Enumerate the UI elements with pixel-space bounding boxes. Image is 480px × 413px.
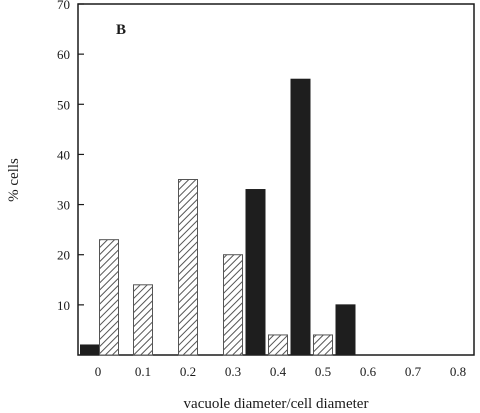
hatched-bar — [178, 179, 198, 356]
x-tick-label: 0.8 — [450, 364, 466, 379]
solid-bar — [335, 304, 356, 356]
y-axis-ticks: 10 20 30 40 50 60 70 — [57, 0, 84, 313]
x-axis-label: vacuole diameter/cell diameter — [184, 396, 369, 412]
y-tick-label: 30 — [57, 198, 70, 213]
y-tick-label: 60 — [57, 47, 70, 62]
x-axis-ticks: 0 0.1 0.2 0.3 0.4 0.5 0.6 0.7 0.8 — [95, 364, 466, 379]
y-tick-label: 40 — [57, 147, 70, 162]
panel-label: B — [116, 22, 126, 38]
y-tick-label: 20 — [57, 248, 70, 263]
x-tick-label: 0.2 — [180, 364, 196, 379]
x-tick-label: 0.3 — [225, 364, 241, 379]
x-tick-label: 0.6 — [360, 364, 377, 379]
x-tick-label: 0.4 — [270, 364, 287, 379]
bar-group — [80, 78, 356, 356]
hatched-bar — [223, 254, 243, 356]
x-tick-label: 0.5 — [315, 364, 331, 379]
hatched-bar — [99, 239, 119, 356]
y-tick-label: 70 — [57, 0, 70, 12]
hatched-bar — [268, 334, 288, 356]
x-tick-label: 0.7 — [405, 364, 422, 379]
y-tick-label: 10 — [57, 298, 70, 313]
hatched-bar — [133, 284, 153, 356]
x-tick-label: 0.1 — [135, 364, 151, 379]
y-tick-label: 50 — [57, 97, 70, 112]
solid-bar — [80, 344, 100, 356]
hatched-bar — [313, 334, 333, 356]
y-axis-label: % cells — [6, 158, 22, 202]
x-tick-label: 0 — [95, 364, 102, 379]
solid-bar — [290, 78, 311, 356]
solid-bar — [245, 189, 266, 356]
